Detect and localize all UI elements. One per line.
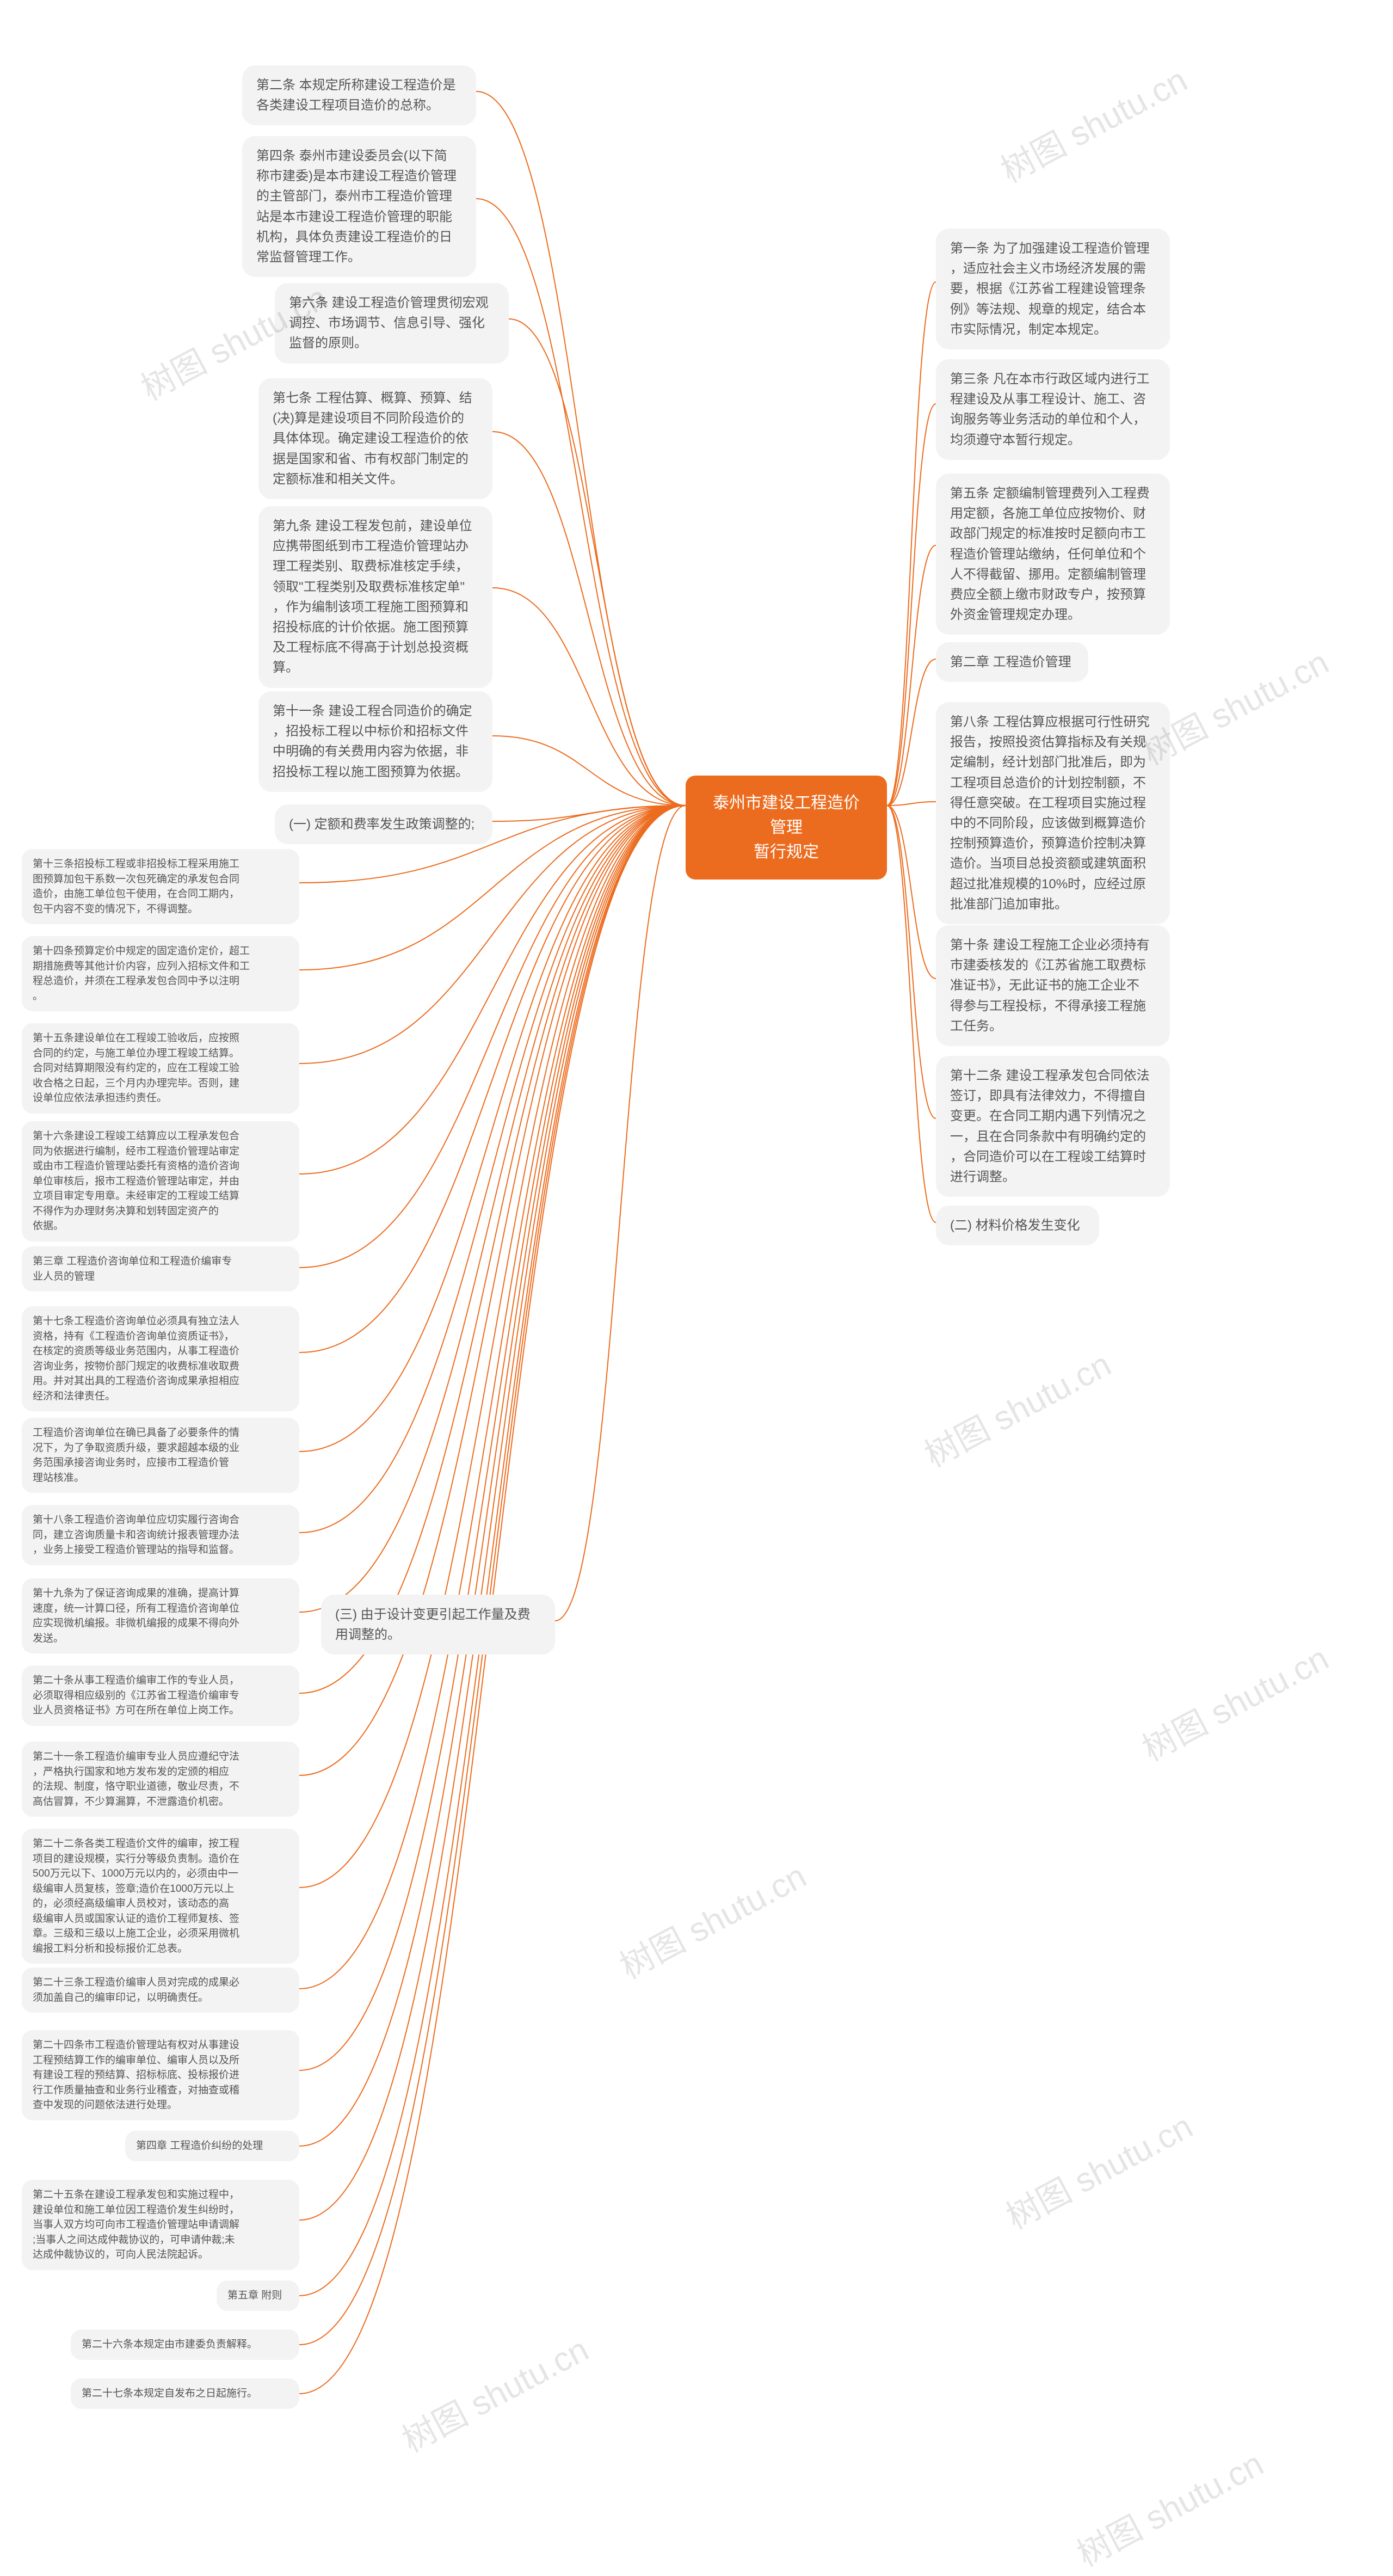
branch-node: 第十一条 建设工程合同造价的确定 ，招投标工程以中标价和招标文件 中明确的有关费… [258, 691, 492, 792]
edge [887, 806, 936, 1222]
edge [299, 806, 686, 1693]
branch-node: 第九条 建设工程发包前，建设单位 应携带图纸到市工程造价管理站办 理工程类别、取… [258, 506, 492, 688]
edge [887, 806, 936, 1118]
branch-node: 第二十六条本规定由市建委负责解释。 [71, 2329, 299, 2360]
branch-node: 第五章 附则 [217, 2280, 299, 2311]
edge [299, 806, 686, 2070]
branch-node: 第五条 定额编制管理费列入工程费 用定额，各施工单位应按物价、财 政部门规定的标… [936, 474, 1170, 635]
branch-node: 第十七条工程造价咨询单位必须具有独立法人 资格，持有《工程造价咨询单位资质证书》… [22, 1306, 299, 1411]
edge [299, 806, 686, 1989]
branch-node: 第二十七条本规定自发布之日起施行。 [71, 2378, 299, 2409]
branch-node: 第二十三条工程造价编审人员对完成的成果必 须加盖自己的编审印记，以明确责任。 [22, 1968, 299, 2013]
branch-node: 第二十一条工程造价编审专业人员应遵纪守法 ，严格执行国家和地方发布发的定颁的相应… [22, 1742, 299, 1817]
edge [299, 806, 686, 1888]
branch-node: 第二十五条在建设工程承发包和实施过程中， 建设单位和施工单位因工程造价发生纠纷时… [22, 2180, 299, 2270]
edge [887, 282, 936, 806]
branch-node: (三) 由于设计变更引起工作量及费 用调整的。 [321, 1595, 555, 1655]
branch-node: 第十八条工程造价咨询单位应切实履行咨询合 同，建立咨询质量卡和咨询统计报表管理办… [22, 1505, 299, 1565]
branch-node: 第十二条 建设工程承发包合同依法 签订，即具有法律效力，不得擅自 变更。在合同工… [936, 1056, 1170, 1197]
branch-node: 第七条 工程估算、概算、预算、结 (决)算是建设项目不同阶段造价的 具体体现。确… [258, 378, 492, 499]
branch-node: 第三章 工程造价咨询单位和工程造价编审专 业人员的管理 [22, 1246, 299, 1292]
branch-node: (二) 材料价格发生变化 [936, 1206, 1099, 1245]
branch-node: 第十九条为了保证咨询成果的准确，提高计算 速度，统一计算口径，所有工程造价咨询单… [22, 1578, 299, 1653]
edge [555, 806, 686, 1621]
edge [492, 736, 686, 806]
branch-node: 第四章 工程造价纠纷的处理 [125, 2131, 299, 2161]
branch-node: 第八条 工程估算应根据可行性研究 报告，按照投资估算指标及有关规 定编制，经计划… [936, 702, 1170, 924]
edge [509, 319, 686, 806]
branch-node: 第二十条从事工程造价编审工作的专业人员， 必须取得相应级别的《江苏省工程造价编审… [22, 1665, 299, 1726]
branch-node: 第二章 工程造价管理 [936, 642, 1088, 682]
edge [492, 432, 686, 806]
branch-node: 第二十二条各类工程造价文件的编审，按工程 项目的建设规模，实行分等级负责制。造价… [22, 1829, 299, 1964]
edge [476, 91, 686, 806]
branch-node: 第六条 建设工程造价管理贯彻宏观 调控、市场调节、信息引导、强化 监督的原则。 [275, 283, 509, 364]
edge [887, 545, 936, 806]
edge [299, 806, 686, 2220]
edge [887, 806, 936, 979]
edge [299, 806, 686, 2296]
edge [299, 806, 686, 1268]
branch-node: 第三条 凡在本市行政区域内进行工 程建设及从事工程设计、施工、咨 询服务等业务活… [936, 359, 1170, 460]
branch-node: 第十三条招投标工程或非招投标工程采用施工 图预算加包干系数一次包死确定的承发包合… [22, 849, 299, 924]
branch-node: 第四条 泰州市建设委员会(以下简 称市建委)是本市建设工程造价管理 的主管部门，… [242, 136, 476, 277]
branch-node: 第一条 为了加强建设工程造价管理 ，适应社会主义市场经济发展的需 要，根据《江苏… [936, 229, 1170, 349]
edge [887, 802, 936, 806]
edge [887, 404, 936, 806]
branch-node: 第十六条建设工程竣工结算应以工程承发包合 同为依据进行编制，经市工程造价管理站审… [22, 1121, 299, 1241]
branch-node: 第二条 本规定所称建设工程造价是 各类建设工程项目造价的总称。 [242, 65, 476, 125]
edge [476, 199, 686, 806]
branch-node: 第十条 建设工程施工企业必须持有 市建委核发的《江苏省施工取费标 准证书》，无此… [936, 925, 1170, 1046]
edge [299, 806, 686, 2146]
edge [299, 806, 686, 1533]
branch-node: 工程造价咨询单位在确已具备了必要条件的情 况下，为了争取资质升级，要求超越本级的… [22, 1418, 299, 1493]
branch-node: 第十四条预算定价中规定的固定造价定价，超工 期措施费等其他计价内容，应列入招标文… [22, 936, 299, 1011]
branch-node: 第二十四条市工程造价管理站有权对从事建设 工程预结算工作的编审单位、编审人员以及… [22, 2030, 299, 2120]
branch-node: 第十五条建设单位在工程竣工验收后，应按照 合同的约定，与施工单位办理工程竣工结算… [22, 1023, 299, 1114]
branch-node: (一) 定额和费率发生政策调整的; [275, 804, 492, 844]
edge [299, 806, 686, 1612]
center-node: 泰州市建设工程造价管理 暂行规定 [686, 776, 887, 880]
